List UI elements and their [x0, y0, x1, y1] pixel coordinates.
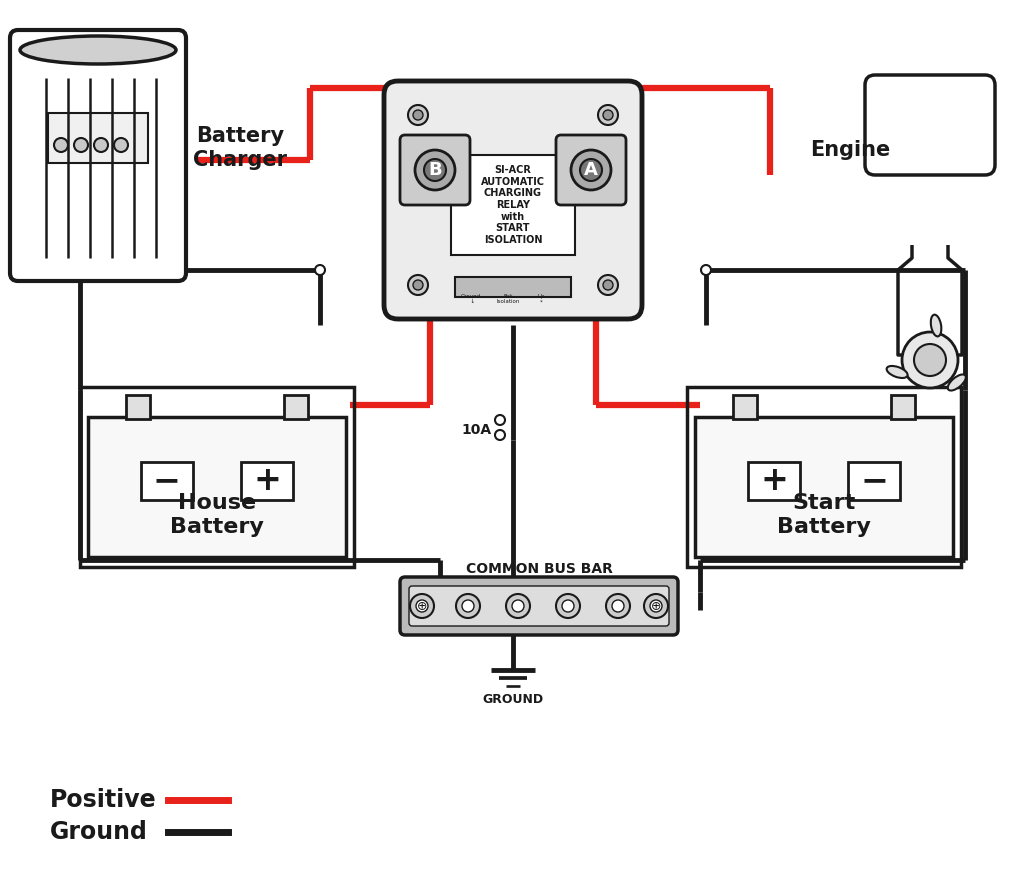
FancyBboxPatch shape: [733, 395, 757, 419]
Circle shape: [580, 159, 602, 181]
Text: Start
Battery: Start Battery: [777, 493, 871, 538]
Circle shape: [495, 430, 505, 440]
Circle shape: [410, 594, 434, 618]
Bar: [455, 277, 571, 297]
Circle shape: [598, 105, 618, 125]
Circle shape: [603, 280, 613, 290]
Bar: [80, 387, 354, 567]
FancyBboxPatch shape: [141, 462, 193, 500]
Text: SI-ACR
AUTOMATIC
CHARGING
RELAY
with
START
ISOLATION: SI-ACR AUTOMATIC CHARGING RELAY with STA…: [481, 165, 545, 245]
Circle shape: [556, 594, 580, 618]
FancyBboxPatch shape: [848, 462, 900, 500]
Circle shape: [415, 150, 455, 190]
Text: COMMON BUS BAR: COMMON BUS BAR: [466, 562, 612, 576]
Text: ⊕: ⊕: [650, 600, 662, 613]
FancyBboxPatch shape: [241, 462, 293, 500]
Circle shape: [598, 275, 618, 295]
FancyBboxPatch shape: [126, 395, 150, 419]
Circle shape: [571, 150, 611, 190]
FancyBboxPatch shape: [384, 81, 642, 319]
Text: Ground: Ground: [50, 820, 147, 844]
Circle shape: [456, 594, 480, 618]
Text: House
Battery: House Battery: [170, 493, 264, 538]
Text: Positive: Positive: [50, 788, 157, 812]
Circle shape: [315, 265, 325, 275]
FancyBboxPatch shape: [284, 395, 308, 419]
Text: Engine: Engine: [810, 140, 890, 160]
Bar: [687, 387, 961, 567]
Circle shape: [54, 138, 68, 152]
Text: GROUND: GROUND: [482, 693, 544, 706]
Text: Ground
  ↓: Ground ↓: [461, 294, 481, 305]
Circle shape: [408, 105, 428, 125]
Circle shape: [603, 110, 613, 120]
Text: 10A: 10A: [462, 423, 492, 437]
Text: A: A: [584, 161, 598, 179]
FancyBboxPatch shape: [48, 113, 148, 163]
Circle shape: [606, 594, 630, 618]
Circle shape: [914, 344, 946, 376]
Text: B: B: [428, 161, 441, 179]
Circle shape: [902, 332, 958, 388]
Circle shape: [424, 159, 446, 181]
Ellipse shape: [20, 36, 176, 64]
Circle shape: [506, 594, 530, 618]
Ellipse shape: [931, 314, 941, 336]
FancyBboxPatch shape: [400, 577, 678, 635]
FancyBboxPatch shape: [409, 586, 669, 626]
Circle shape: [701, 265, 711, 275]
Circle shape: [114, 138, 128, 152]
Ellipse shape: [887, 366, 907, 378]
FancyBboxPatch shape: [891, 395, 915, 419]
Circle shape: [413, 110, 423, 120]
Circle shape: [408, 275, 428, 295]
Circle shape: [650, 600, 662, 612]
Text: −: −: [153, 464, 181, 497]
Text: +: +: [760, 464, 787, 497]
Circle shape: [74, 138, 88, 152]
FancyBboxPatch shape: [451, 155, 575, 255]
Circle shape: [416, 600, 428, 612]
Circle shape: [612, 600, 624, 612]
Ellipse shape: [948, 374, 966, 390]
FancyBboxPatch shape: [10, 30, 186, 281]
FancyBboxPatch shape: [748, 462, 800, 500]
Text: Battery
Charger: Battery Charger: [193, 125, 287, 170]
FancyBboxPatch shape: [556, 135, 626, 205]
Text: ⊕: ⊕: [417, 600, 427, 613]
Text: Bat
Isolation: Bat Isolation: [497, 294, 520, 305]
FancyBboxPatch shape: [400, 135, 470, 205]
Text: +: +: [253, 464, 281, 497]
FancyBboxPatch shape: [865, 75, 995, 175]
Circle shape: [495, 415, 505, 425]
FancyBboxPatch shape: [695, 417, 953, 557]
Text: −: −: [860, 464, 888, 497]
Circle shape: [644, 594, 668, 618]
Circle shape: [413, 280, 423, 290]
Circle shape: [462, 600, 474, 612]
Circle shape: [94, 138, 108, 152]
Circle shape: [512, 600, 524, 612]
Circle shape: [562, 600, 574, 612]
Text: Up
*: Up *: [538, 294, 545, 305]
FancyBboxPatch shape: [88, 417, 346, 557]
